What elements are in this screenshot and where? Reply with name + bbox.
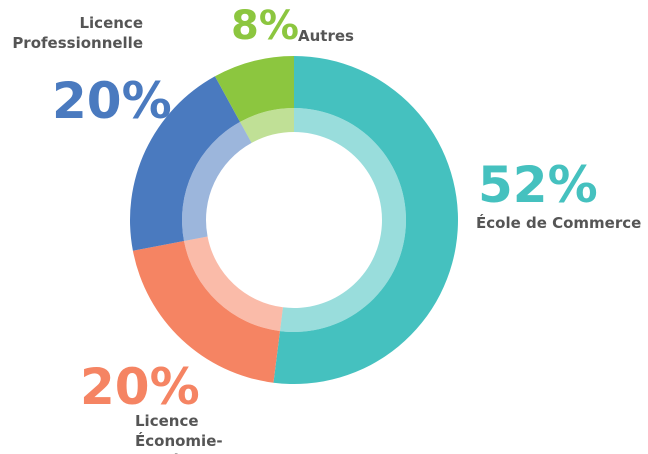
donut-inner-segment xyxy=(183,236,283,332)
category-label: Licence Économie-Gestion xyxy=(135,412,223,454)
donut-inner-segment xyxy=(182,121,252,241)
donut-segment xyxy=(132,240,280,383)
donut-inner-segment xyxy=(240,108,294,143)
donut-segment xyxy=(273,56,458,384)
donut-segment xyxy=(214,56,294,122)
category-label: Licence Professionnelle xyxy=(12,14,143,52)
value-label: 52% xyxy=(478,156,598,214)
category-label: Autres xyxy=(298,27,354,45)
donut-inner-segment xyxy=(279,108,406,332)
donut-segment xyxy=(130,76,241,251)
value-label: 20% xyxy=(52,72,172,130)
category-label: École de Commerce xyxy=(476,214,642,232)
value-label: 8% xyxy=(231,3,299,49)
value-label: 20% xyxy=(80,358,200,416)
